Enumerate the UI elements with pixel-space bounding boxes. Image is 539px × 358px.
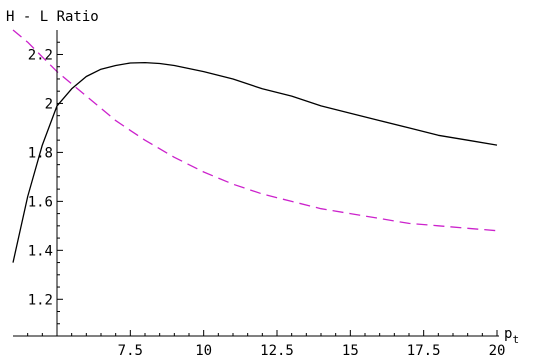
- y-tick-label: 2.2: [28, 47, 53, 63]
- x-axis-title-sub: t: [512, 333, 519, 346]
- y-axis-title: H - L Ratio: [6, 9, 99, 25]
- x-axis-title-main: p: [504, 326, 512, 342]
- x-tick-label: 10: [195, 343, 212, 358]
- x-tick-label: 15: [342, 343, 359, 358]
- y-tick-label: 1.6: [28, 194, 53, 210]
- x-axis-title: pt: [504, 326, 519, 346]
- y-tick-label: 1.2: [28, 292, 53, 308]
- y-tick-label: 1.4: [28, 243, 53, 259]
- y-tick-label: 2: [45, 96, 53, 112]
- x-tick-label: 12.5: [260, 343, 294, 358]
- solid-series-line: [12, 61, 498, 263]
- series-layer: [12, 29, 498, 263]
- y-tick-label: 1.8: [28, 145, 53, 161]
- x-tick-label: 20: [489, 343, 506, 358]
- x-tick-label: 17.5: [407, 343, 441, 358]
- axes-layer: 7.5 10 12.5 15 17.5 20 1.2 1.4 1.6 1.8 2 2.2: [13, 30, 505, 358]
- dashed-series-line: [12, 29, 498, 232]
- x-tick-label: 7.5: [118, 343, 143, 358]
